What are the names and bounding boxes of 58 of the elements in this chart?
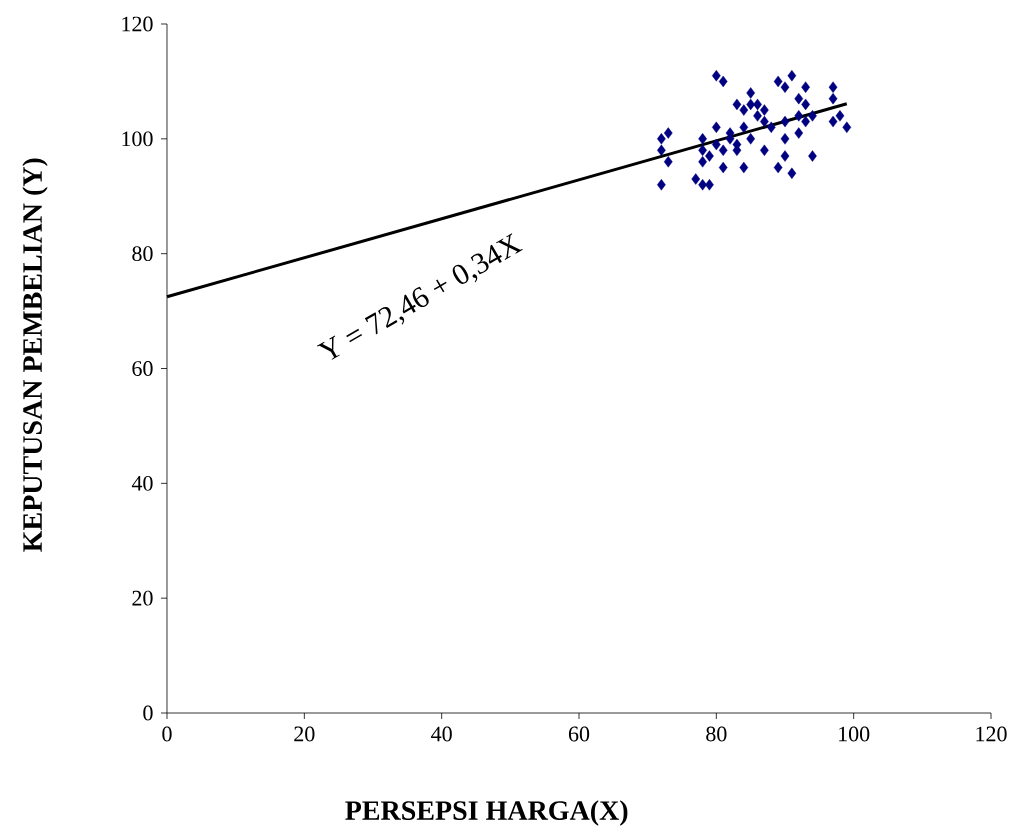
x-axis-title: PERSEPSI HARGA(X) bbox=[345, 800, 628, 826]
point bbox=[794, 110, 804, 122]
point bbox=[773, 75, 783, 88]
point bbox=[828, 81, 838, 93]
y-axis-title: KEPUTUSAN PEMBELIAN (Y) bbox=[22, 158, 48, 552]
point bbox=[705, 179, 714, 191]
x-tick-label: 80 bbox=[706, 726, 727, 742]
annotation: Y = 72,46 + 0,34X bbox=[317, 233, 523, 360]
point bbox=[828, 115, 838, 128]
point bbox=[753, 110, 762, 122]
point bbox=[718, 161, 728, 174]
point bbox=[828, 92, 838, 105]
y-tick-label: 120 bbox=[122, 16, 153, 32]
y-tick-label: 80 bbox=[132, 246, 153, 262]
point bbox=[746, 87, 755, 99]
point bbox=[657, 133, 666, 145]
x-tick-label: 40 bbox=[431, 726, 452, 742]
point bbox=[739, 161, 749, 174]
point bbox=[739, 104, 749, 116]
y-tick-label: 60 bbox=[132, 361, 153, 376]
y-tick-label: 20 bbox=[132, 590, 153, 606]
point bbox=[718, 144, 728, 157]
x-tick-label: 120 bbox=[976, 726, 1007, 742]
point bbox=[698, 133, 707, 145]
point bbox=[794, 127, 804, 139]
point bbox=[780, 150, 790, 162]
point bbox=[663, 127, 673, 139]
point bbox=[808, 110, 817, 122]
point bbox=[794, 92, 804, 105]
point bbox=[773, 161, 783, 174]
point bbox=[842, 121, 852, 134]
point bbox=[780, 81, 790, 93]
point bbox=[787, 167, 797, 179]
point bbox=[718, 75, 728, 88]
y-tick-label: 0 bbox=[143, 705, 153, 721]
point bbox=[808, 150, 817, 162]
point bbox=[698, 179, 707, 191]
point bbox=[760, 104, 769, 116]
point bbox=[657, 179, 666, 191]
point bbox=[739, 121, 749, 134]
point bbox=[732, 98, 742, 111]
x-tick-label: 100 bbox=[839, 726, 870, 742]
x-tick-label: 20 bbox=[294, 726, 315, 742]
y-tick-label: 100 bbox=[122, 131, 153, 147]
point bbox=[835, 110, 845, 122]
point bbox=[746, 133, 755, 145]
point bbox=[691, 173, 701, 185]
point bbox=[787, 69, 797, 82]
point bbox=[663, 156, 673, 168]
point bbox=[698, 156, 707, 168]
point bbox=[780, 133, 790, 145]
x-tick-label: 60 bbox=[568, 726, 590, 742]
x-tick-label: 0 bbox=[162, 726, 172, 742]
y-tick-label: 40 bbox=[131, 475, 153, 491]
point bbox=[705, 150, 714, 162]
point bbox=[766, 121, 776, 134]
point bbox=[801, 81, 810, 93]
point bbox=[780, 115, 790, 128]
